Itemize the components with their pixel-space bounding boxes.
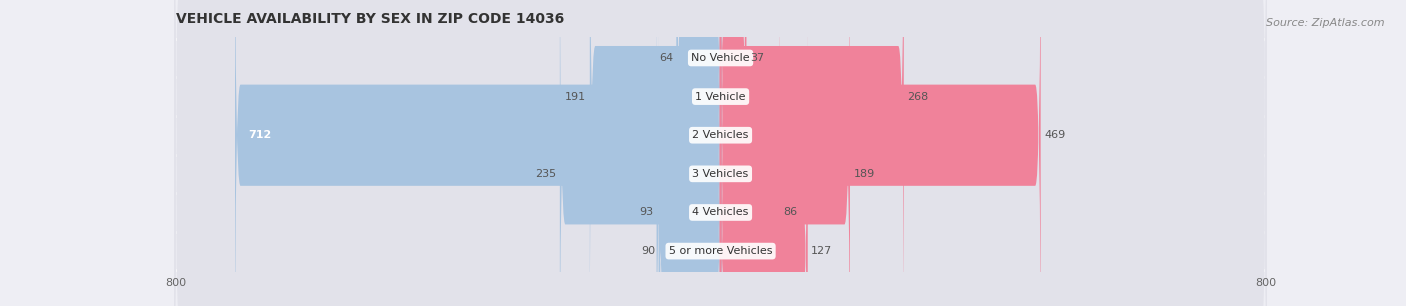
Text: 127: 127 [811, 246, 832, 256]
Text: 90: 90 [641, 246, 655, 256]
FancyBboxPatch shape [676, 0, 721, 306]
FancyBboxPatch shape [720, 0, 780, 306]
Text: 5 or more Vehicles: 5 or more Vehicles [669, 246, 772, 256]
Text: 235: 235 [536, 169, 557, 179]
Text: 712: 712 [247, 130, 271, 140]
Text: 64: 64 [659, 53, 673, 63]
FancyBboxPatch shape [720, 0, 904, 306]
Text: 3 Vehicles: 3 Vehicles [692, 169, 749, 179]
FancyBboxPatch shape [658, 0, 721, 306]
Text: 1 Vehicle: 1 Vehicle [696, 91, 745, 102]
Text: 191: 191 [565, 91, 586, 102]
Text: 4 Vehicles: 4 Vehicles [692, 207, 749, 218]
Text: 189: 189 [853, 169, 875, 179]
Text: No Vehicle: No Vehicle [692, 53, 749, 63]
FancyBboxPatch shape [174, 0, 1267, 306]
Text: 268: 268 [907, 91, 928, 102]
FancyBboxPatch shape [720, 0, 808, 306]
FancyBboxPatch shape [657, 0, 721, 306]
FancyBboxPatch shape [720, 0, 851, 306]
FancyBboxPatch shape [720, 0, 1040, 306]
Text: Source: ZipAtlas.com: Source: ZipAtlas.com [1267, 18, 1385, 28]
FancyBboxPatch shape [560, 0, 721, 306]
Text: 93: 93 [640, 207, 654, 218]
FancyBboxPatch shape [720, 0, 747, 306]
Text: 2 Vehicles: 2 Vehicles [692, 130, 749, 140]
FancyBboxPatch shape [174, 0, 1267, 306]
Text: 469: 469 [1045, 130, 1066, 140]
Text: 86: 86 [783, 207, 797, 218]
FancyBboxPatch shape [174, 0, 1267, 306]
FancyBboxPatch shape [174, 0, 1267, 306]
Text: VEHICLE AVAILABILITY BY SEX IN ZIP CODE 14036: VEHICLE AVAILABILITY BY SEX IN ZIP CODE … [176, 12, 564, 26]
FancyBboxPatch shape [174, 0, 1267, 306]
FancyBboxPatch shape [174, 0, 1267, 306]
Text: 37: 37 [749, 53, 763, 63]
FancyBboxPatch shape [235, 0, 721, 306]
FancyBboxPatch shape [591, 0, 721, 306]
